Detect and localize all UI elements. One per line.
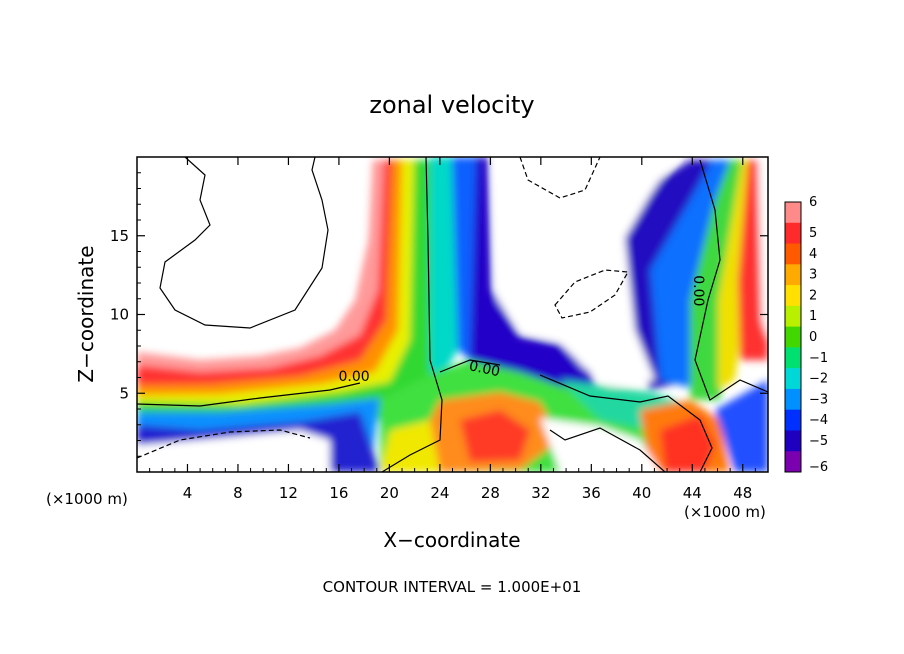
colorbar-label: 2: [809, 288, 817, 303]
colorbar-swatch: [785, 264, 801, 286]
colorbar-label: −5: [809, 434, 828, 449]
contour-dashed-top: [519, 157, 601, 199]
colorbar-swatch: [785, 368, 801, 390]
contour-upper-left-loop: [159, 157, 329, 329]
field-right-green: [690, 160, 745, 400]
colorbar-swatch: [785, 285, 801, 307]
field-lower-right-red: [660, 415, 715, 472]
field-left-bottom-white: [137, 430, 330, 472]
field-right-edge-white: [758, 157, 768, 340]
colorbar-label: −2: [809, 372, 828, 387]
chart-title: zonal velocity: [369, 91, 534, 119]
x-tick-label: 20: [380, 484, 399, 502]
contour-zero-lower-mid: [439, 359, 501, 373]
y-tick-label: 15: [110, 227, 129, 245]
x-tick-label: 36: [582, 484, 601, 502]
colorbar-label: 6: [809, 195, 817, 210]
colorbar-swatch: [785, 243, 801, 265]
colorbar-frame: [784, 201, 802, 473]
contour-zero-lower-right: [539, 374, 713, 472]
x-tick-label: 24: [430, 484, 449, 502]
x-tick-label: 8: [233, 484, 243, 502]
colorbar-swatch: [785, 430, 801, 452]
x-tick-label: 4: [183, 484, 193, 502]
x-tick-label: 16: [329, 484, 348, 502]
colorbar-label: −1: [809, 351, 828, 366]
contour-bottom-right-thin: [549, 427, 666, 472]
colorbar-label: 5: [809, 226, 817, 241]
x-tick-label: 44: [683, 484, 702, 502]
x-tick-label: 48: [733, 484, 752, 502]
contour-dashed-ellipse: [554, 269, 629, 319]
colorbar-swatch: [785, 347, 801, 369]
colorbar-label: −6: [809, 460, 828, 475]
field-left-jet-red: [137, 160, 432, 420]
colorbar-swatch: [785, 409, 801, 431]
contour-zero-left: [137, 382, 361, 407]
field-central-darkblue: [470, 157, 600, 396]
contour-interval-note: CONTOUR INTERVAL = 1.000E+01: [323, 578, 582, 596]
contour-label: 0.00: [690, 275, 706, 306]
contour-lines: [137, 157, 768, 472]
colorbar-label: 4: [809, 247, 817, 262]
colorbar-swatch: [785, 202, 801, 224]
x-tick-label: 28: [481, 484, 500, 502]
y-axis-ticks: 5 10 15: [110, 172, 768, 457]
x-axis-label: X−coordinate: [383, 528, 520, 552]
field-upper-middle-white: [496, 157, 675, 386]
x-tick-label: 40: [632, 484, 651, 502]
field-central-cyan: [430, 157, 458, 380]
x-unit-right: (×1000 m): [684, 503, 766, 521]
x-tick-label: 32: [531, 484, 550, 502]
velocity-field: [137, 157, 768, 472]
y-tick-label: 5: [119, 384, 129, 402]
field-lower-yellow: [380, 420, 440, 472]
field-bottom-middle-white: [540, 418, 660, 472]
plot-area: 0.00 0.00 0.00: [137, 157, 768, 472]
field-lower-red: [460, 410, 530, 462]
colorbar-swatch: [785, 305, 801, 328]
colorbar-label: −3: [809, 392, 828, 407]
contour-labels: 0.00 0.00 0.00: [338, 275, 706, 385]
colorbar-label: −4: [809, 413, 828, 428]
y-axis-label: Z−coordinate: [74, 245, 98, 382]
field-lower-right-blue: [715, 380, 768, 472]
colorbar-swatch: [785, 388, 801, 411]
x-tick-label: 12: [279, 484, 298, 502]
x-axis-ticks: 4 8 12 16 20 24 28 32 36 40 44 48: [149, 157, 756, 502]
contour-zero-right-column: [694, 159, 768, 401]
colorbar-swatch: [785, 326, 801, 348]
colorbar-label: 1: [809, 309, 817, 324]
y-tick-label: 10: [110, 306, 129, 324]
contour-label: 0.00: [468, 358, 502, 380]
colorbar-label: 3: [809, 268, 817, 283]
contour-dashed-bottom-left: [137, 429, 311, 459]
colorbar-label: 0: [809, 330, 817, 345]
x-unit-left: (×1000 m): [46, 490, 128, 508]
field-upper-left-white: [137, 157, 370, 344]
colorbar-swatch: [785, 451, 801, 473]
contour-label: 0.00: [338, 369, 369, 385]
colorbar: 6 5 4 3 2 1 0 −1 −2 −3 −4 −5 −6: [784, 195, 828, 475]
contour-zero-central: [381, 157, 443, 472]
colorbar-swatch: [785, 222, 801, 245]
